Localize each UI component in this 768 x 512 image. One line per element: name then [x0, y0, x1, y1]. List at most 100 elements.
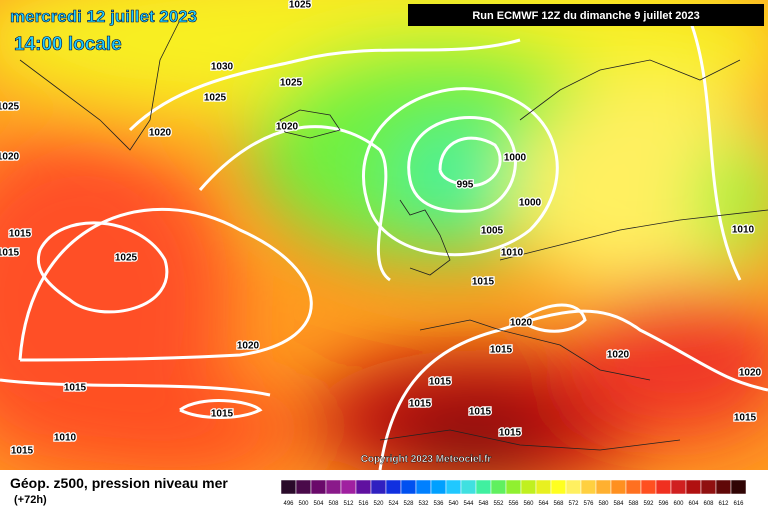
isobar-label: 1015: [11, 446, 34, 457]
scale-label: 536: [433, 501, 444, 507]
field: [0, 0, 768, 490]
isobar-label: 1020: [149, 128, 172, 139]
isobar-label: 1030: [211, 62, 234, 73]
isobar-label: 1020: [510, 318, 533, 329]
scale-swatch: [535, 479, 552, 495]
local-time: 14:00 locale: [14, 34, 122, 55]
scale-swatch: [580, 479, 597, 495]
scale-label: 500: [298, 501, 309, 507]
scale-label: 516: [358, 501, 369, 507]
copyright: Copyright 2023 Meteociel.fr: [361, 454, 492, 465]
scale-swatch: [475, 479, 492, 495]
scale-swatch: [355, 479, 372, 495]
isobars: [0, 19, 768, 471]
footer-title: Géop. z500, pression niveau mer: [10, 475, 228, 491]
isobar-label: 1020: [237, 341, 260, 352]
scale-label: 540: [448, 501, 459, 507]
isobar-label: 1015: [211, 409, 234, 420]
isobar-label: 1025: [115, 253, 138, 264]
isobar-label: 1015: [429, 377, 452, 388]
scale-swatch: [595, 479, 612, 495]
scale-swatch: [715, 479, 732, 495]
isobar-label: 1020: [276, 122, 299, 133]
scale-label: 496: [283, 501, 294, 507]
scale-label: 548: [478, 501, 489, 507]
isobar-label: 1015: [499, 428, 522, 439]
scale-swatch: [460, 479, 477, 495]
scale-label: 580: [598, 501, 609, 507]
coastlines: [19, 19, 768, 451]
isobar-label: 1020: [607, 350, 630, 361]
scale-swatch: [370, 479, 387, 495]
isobar-label: 1015: [9, 229, 32, 240]
scale-label: 588: [628, 501, 639, 507]
scale-swatch: [655, 479, 672, 495]
isobar-label: 1015: [734, 413, 757, 424]
scale-swatch: [430, 479, 447, 495]
run-box: [408, 4, 764, 26]
scale-swatch: [415, 479, 432, 495]
isobar-label: 1010: [501, 248, 524, 259]
date: mercredi 12 juillet 2023: [10, 7, 197, 26]
scale-swatch: [295, 479, 312, 495]
isobar-label: 1000: [504, 153, 527, 164]
scale-swatch: [685, 479, 702, 495]
isobar-label: 1015: [472, 277, 495, 288]
scale-label: 508: [328, 501, 339, 507]
scale-label: 596: [658, 501, 669, 507]
scale-label: 520: [373, 501, 384, 507]
scale-label: 608: [703, 501, 714, 507]
isobar-label: 1010: [732, 225, 755, 236]
scale-swatch: [550, 479, 567, 495]
scale-label: 564: [538, 501, 549, 507]
scale-label: 560: [523, 501, 534, 507]
isobar-label: 1025: [0, 102, 20, 113]
scale-label: 532: [418, 501, 429, 507]
isobar-label: 1015: [0, 248, 20, 259]
scale-swatch: [400, 479, 417, 495]
isobar-label: 1025: [289, 0, 312, 11]
isobar-label: 1005: [481, 226, 504, 237]
scale-swatch: [700, 479, 717, 495]
scale-label: 612: [718, 501, 729, 507]
scale-label: 528: [403, 501, 414, 507]
scale-swatch: [325, 479, 342, 495]
scale-label: 576: [583, 501, 594, 507]
scale-swatch: [640, 479, 657, 495]
isobar-label: 1015: [64, 383, 87, 394]
scale-label: 524: [388, 501, 399, 507]
isobar-label: 1015: [409, 399, 432, 410]
scale-swatch: [490, 479, 507, 495]
scale-label: 512: [343, 501, 354, 507]
scale-label: 604: [688, 501, 699, 507]
scale-label: 556: [508, 501, 519, 507]
scale-swatch: [505, 479, 522, 495]
isobar-label: 1000: [519, 198, 542, 209]
scale-swatch: [340, 479, 357, 495]
isobar-label: 1010: [54, 433, 77, 444]
scale-swatch: [280, 479, 297, 495]
isobar-label: 1015: [490, 345, 513, 356]
scale-label: 568: [553, 501, 564, 507]
scale-label: 552: [493, 501, 504, 507]
scale-swatch: [310, 479, 327, 495]
scale-swatch: [565, 479, 582, 495]
scale-swatch: [670, 479, 687, 495]
scale-swatch: [610, 479, 627, 495]
isobar-label: 1025: [204, 93, 227, 104]
scale-swatch: [445, 479, 462, 495]
scale-label: 572: [568, 501, 579, 507]
isobar-label: 1025: [280, 78, 303, 89]
scale-label: 504: [313, 501, 324, 507]
scale-label: 584: [613, 501, 624, 507]
scale-swatch: [520, 479, 537, 495]
lead-time: (+72h): [14, 494, 47, 506]
isobar-label: 1015: [469, 407, 492, 418]
scale-label: 544: [463, 501, 474, 507]
isobar-label: 1020: [0, 152, 20, 163]
scale-label: 616: [733, 501, 744, 507]
scale-swatch: [385, 479, 402, 495]
scale-label: 600: [673, 501, 684, 507]
run-info: Run ECMWF 12Z du dimanche 9 juillet 2023: [472, 10, 699, 22]
